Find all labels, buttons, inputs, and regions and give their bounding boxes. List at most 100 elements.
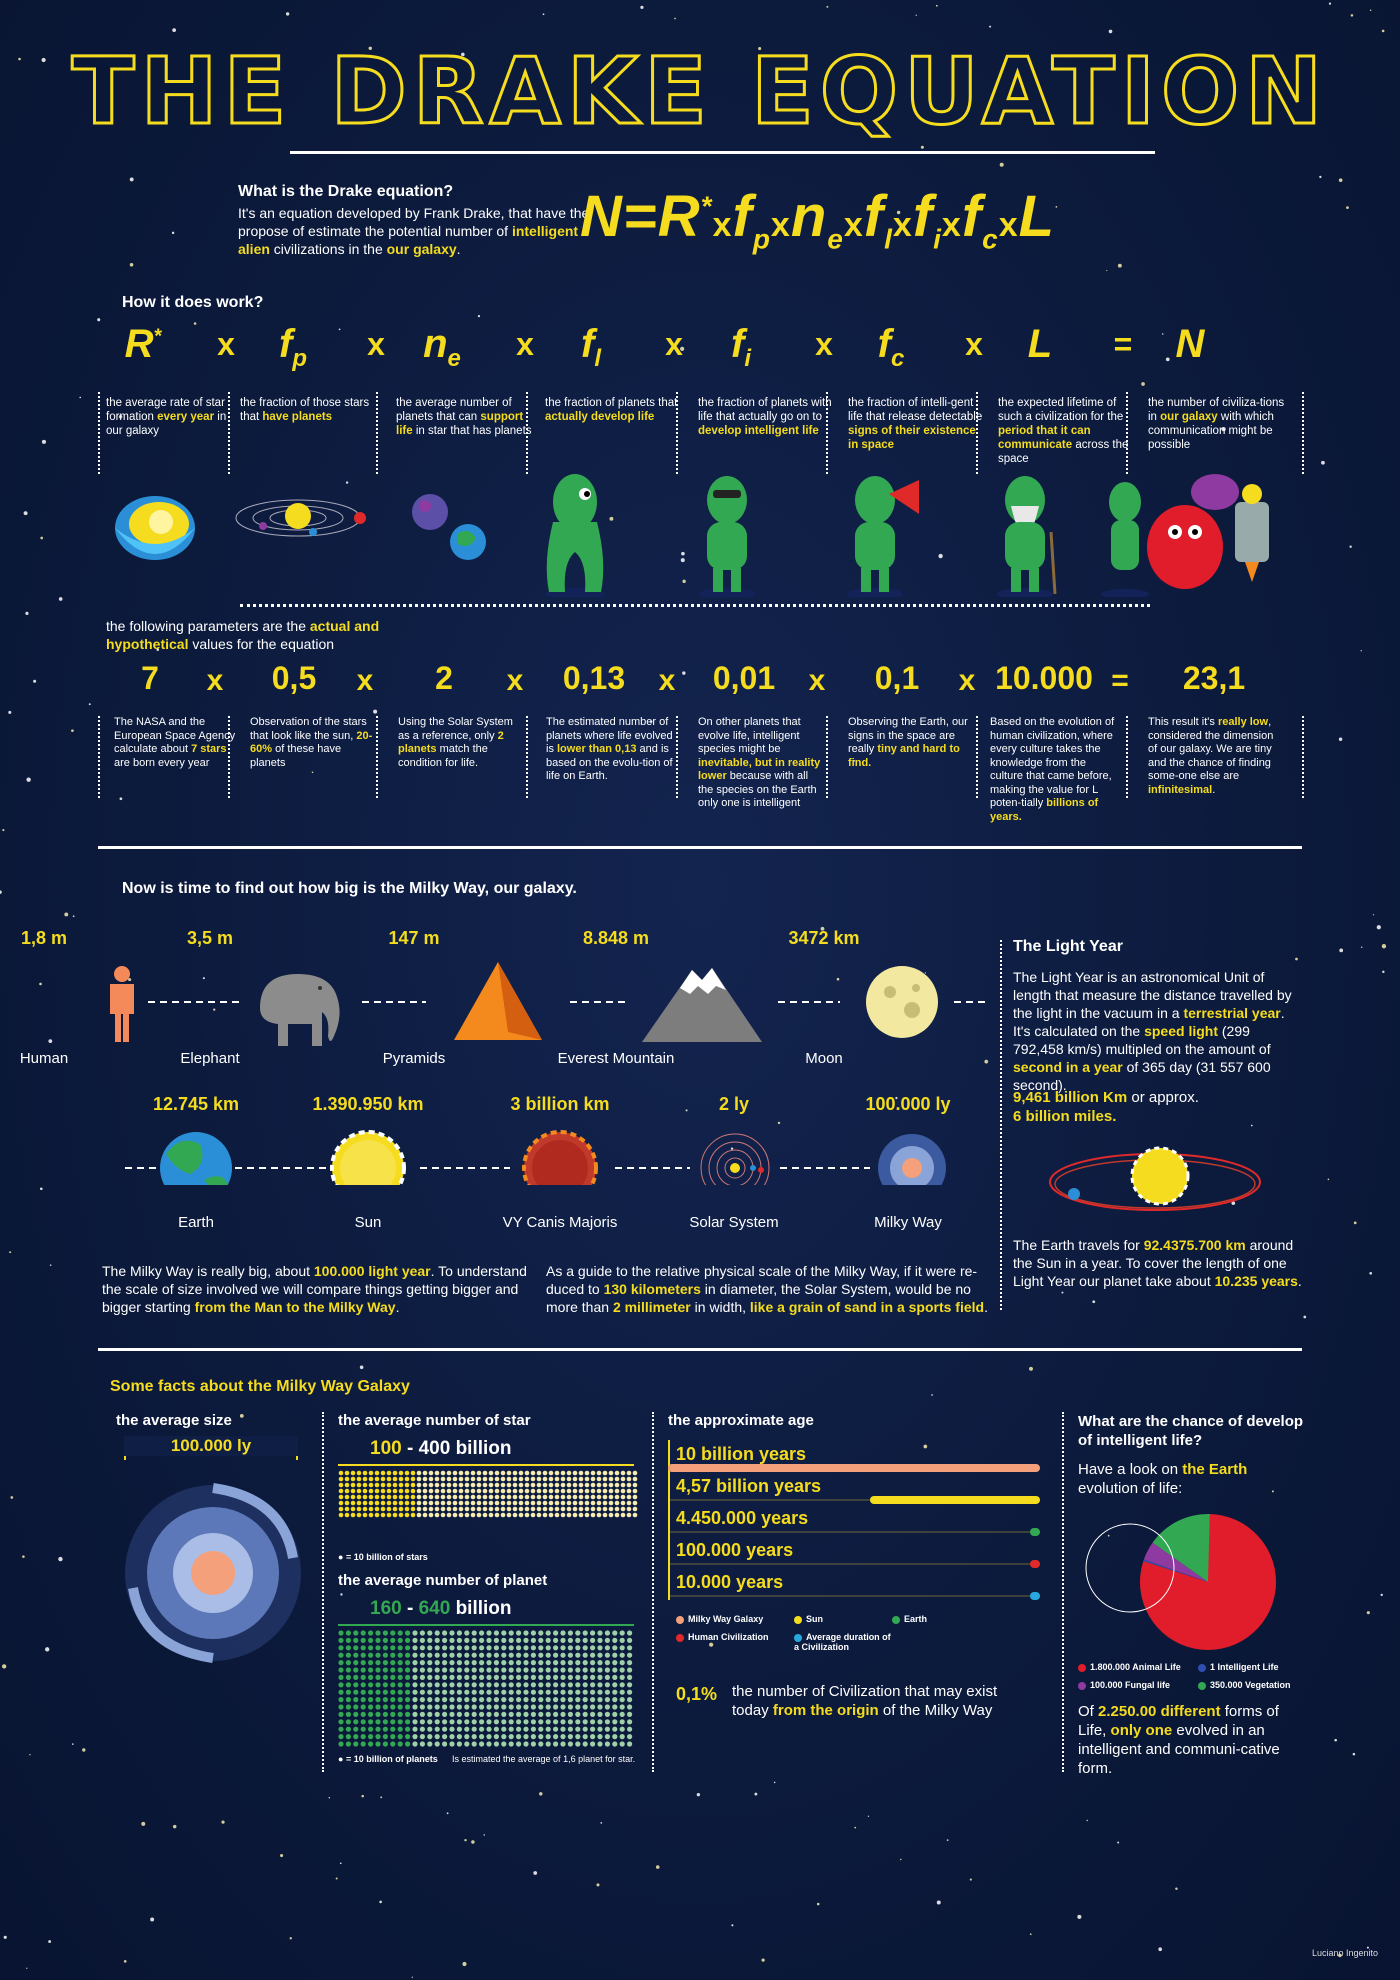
unit-dot	[572, 1470, 578, 1476]
unit-dot	[422, 1512, 428, 1518]
unit-dot	[501, 1689, 507, 1695]
unit-dot	[530, 1689, 536, 1695]
unit-dot	[612, 1630, 618, 1636]
unit-dot	[449, 1667, 455, 1673]
unit-dot	[596, 1470, 602, 1476]
unit-dot	[392, 1482, 398, 1488]
unit-dot	[338, 1697, 344, 1703]
pie-slice	[1143, 1559, 1208, 1582]
pie-detail-circle	[1085, 1523, 1175, 1613]
unit-dot	[412, 1741, 418, 1747]
unit-dot	[397, 1741, 403, 1747]
unit-dot	[626, 1500, 632, 1506]
unit-dot	[597, 1645, 603, 1651]
unit-dot	[350, 1512, 356, 1518]
formula-term: L	[1018, 184, 1056, 249]
earth-orbit-illustration	[1049, 1146, 1261, 1211]
unit-dot	[619, 1652, 625, 1658]
unit-dot	[471, 1734, 477, 1740]
legend-dot	[1198, 1681, 1206, 1690]
desc-highlight: support life	[396, 411, 524, 437]
unit-dot	[597, 1689, 603, 1695]
unit-dot	[554, 1494, 560, 1500]
unit-dot	[338, 1637, 344, 1643]
planets-legend: ● = 10 billion of planets	[338, 1754, 438, 1764]
term-symbol: f	[581, 322, 595, 366]
unit-dot	[604, 1711, 610, 1717]
unit-dot	[452, 1476, 458, 1482]
unit-dot	[471, 1704, 477, 1710]
unit-dot	[422, 1488, 428, 1494]
unit-dot	[344, 1500, 350, 1506]
unit-dot	[410, 1512, 416, 1518]
age-bar	[869, 1496, 1040, 1504]
legend-label: 350.000 Vegetation	[1210, 1680, 1291, 1690]
unit-dot	[614, 1500, 620, 1506]
desc-text: match the condition for life.	[398, 743, 488, 769]
unit-dot	[368, 1630, 374, 1636]
unit-dot	[575, 1697, 581, 1703]
unit-dot	[553, 1741, 559, 1747]
unit-dot	[582, 1637, 588, 1643]
unit-dot	[419, 1660, 425, 1666]
formula-times: x	[941, 206, 962, 244]
unit-dot	[374, 1488, 380, 1494]
unit-dot	[494, 1494, 500, 1500]
unit-dot	[427, 1719, 433, 1725]
unit-dot	[567, 1682, 573, 1688]
term-superscript: *	[153, 325, 162, 348]
unit-dot	[619, 1689, 625, 1695]
unit-dot	[464, 1652, 470, 1658]
unit-dot	[345, 1652, 351, 1658]
unit-dot	[612, 1726, 618, 1732]
unit-dot	[412, 1667, 418, 1673]
dotted-separator	[1126, 716, 1128, 798]
unit-dot	[368, 1711, 374, 1717]
unit-dot	[486, 1689, 492, 1695]
unit-dot	[582, 1660, 588, 1666]
unit-dot	[500, 1512, 506, 1518]
unit-dot	[560, 1645, 566, 1651]
unit-dot	[446, 1494, 452, 1500]
object-label: Human	[19, 1050, 69, 1067]
unit-dot	[486, 1704, 492, 1710]
unit-dot	[398, 1482, 404, 1488]
unit-dot	[612, 1689, 618, 1695]
unit-dot	[545, 1660, 551, 1666]
chance-title: What are the chance of develop of intell…	[1078, 1413, 1304, 1449]
unit-dot	[405, 1630, 411, 1636]
parameter-value: 0,1	[874, 660, 920, 696]
equation-term-6: L	[1000, 322, 1080, 367]
unit-dot	[590, 1674, 596, 1680]
unit-dot	[419, 1689, 425, 1695]
unit-dot	[419, 1734, 425, 1740]
unit-dot	[512, 1512, 518, 1518]
legend-label: 1.800.000 Animal Life	[1090, 1662, 1181, 1672]
unit-dot	[538, 1711, 544, 1717]
unit-dot	[604, 1734, 610, 1740]
unit-dot	[553, 1689, 559, 1695]
unit-dot	[368, 1734, 374, 1740]
unit-dot	[567, 1660, 573, 1666]
unit-dot	[458, 1488, 464, 1494]
unit-dot	[548, 1512, 554, 1518]
unit-dot	[596, 1488, 602, 1494]
unit-dot	[368, 1697, 374, 1703]
unit-dot	[554, 1476, 560, 1482]
unit-dot	[590, 1711, 596, 1717]
unit-dot	[353, 1704, 359, 1710]
unit-dot	[566, 1482, 572, 1488]
unit-dot	[442, 1652, 448, 1658]
unit-dot	[567, 1667, 573, 1673]
unit-dot	[368, 1667, 374, 1673]
unit-dot	[538, 1704, 544, 1710]
unit-dot	[590, 1482, 596, 1488]
unit-dot	[530, 1630, 536, 1636]
unit-dot	[493, 1711, 499, 1717]
unit-dot	[493, 1741, 499, 1747]
unit-dot	[397, 1719, 403, 1725]
unit-dot	[356, 1494, 362, 1500]
desc-highlight: really low	[1217, 716, 1269, 728]
unit-dot	[560, 1689, 566, 1695]
light-year-text: The Light Year is an astronomical Unit o…	[1013, 969, 1292, 1093]
